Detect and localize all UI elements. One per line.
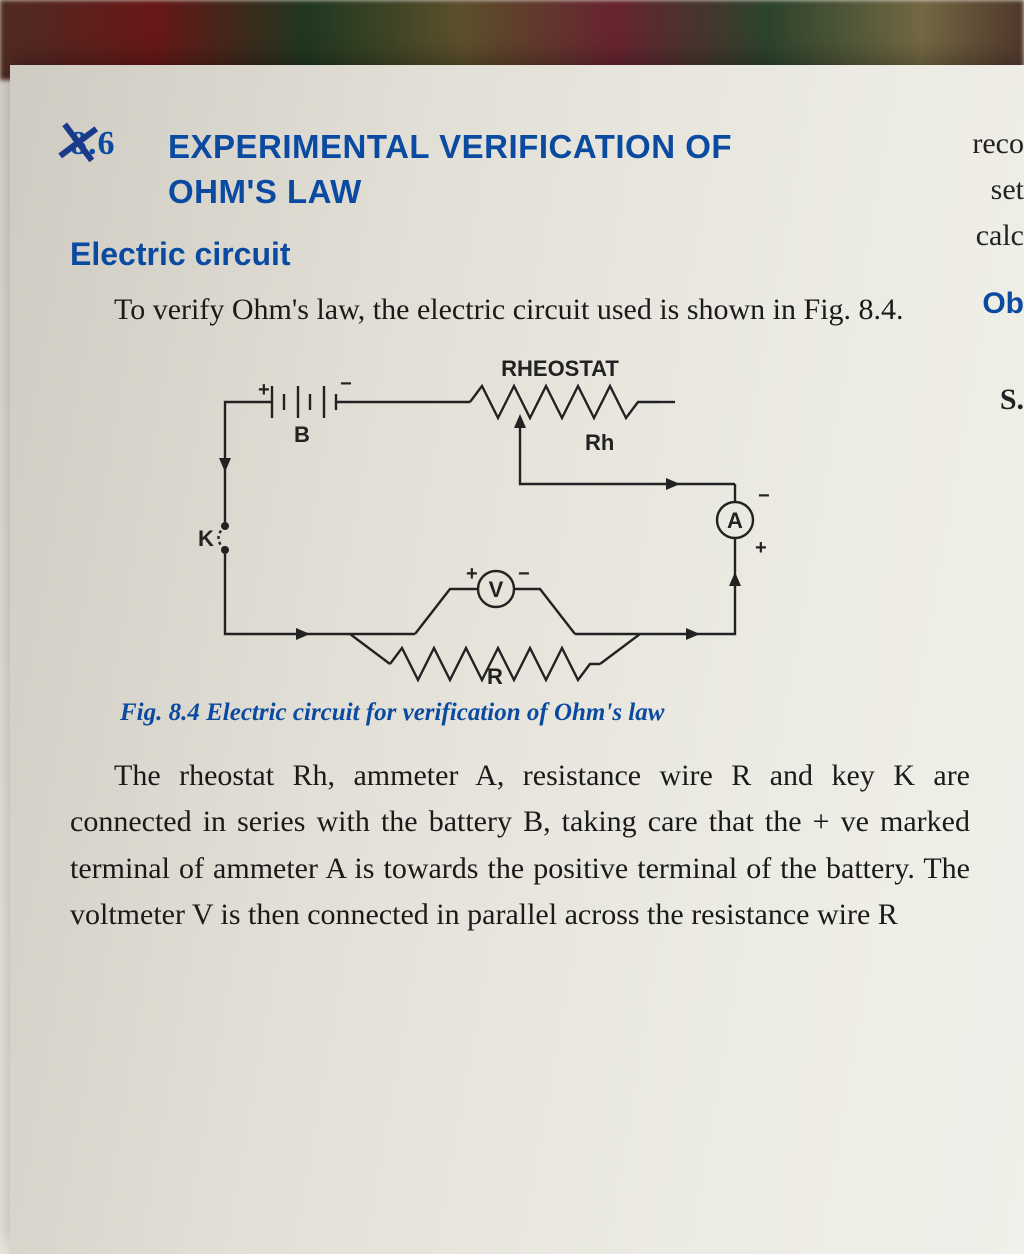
subheading: Electric circuit: [70, 236, 1024, 273]
textbook-page: ✕ 8.6 EXPERIMENTAL VERIFICATION OF OHM'S…: [10, 65, 1024, 1254]
voltmeter-label: V: [489, 577, 504, 602]
rheostat-title-label: RHEOSTAT: [501, 356, 619, 381]
ammeter-minus-label: −: [758, 485, 770, 507]
section-number: 8.6: [70, 125, 116, 162]
cutoff-text: set: [991, 173, 1024, 207]
figure-caption: Fig. 8.4 Electric circuit for verificati…: [120, 699, 1024, 727]
section-header: ✕ 8.6 EXPERIMENTAL VERIFICATION OF OHM'S…: [70, 125, 1024, 214]
ammeter-plus-label: +: [755, 537, 767, 559]
ammeter-label: A: [727, 508, 743, 533]
section-title-line2: OHM'S LAW: [168, 173, 362, 210]
rheostat-label: Rh: [585, 430, 614, 455]
voltmeter-minus-label: −: [518, 563, 530, 585]
battery-plus-label: +: [258, 379, 270, 401]
section-title-line1: EXPERIMENTAL VERIFICATION OF: [168, 128, 732, 165]
cutoff-text: S.: [1000, 383, 1024, 417]
cutoff-text: Ob: [982, 287, 1024, 321]
paragraph-body: The rheostat Rh, ammeter A, resistance w…: [70, 753, 970, 939]
section-number-wrap: ✕ 8.6: [70, 125, 150, 163]
paragraph-intro: To verify Ohm's law, the electric circui…: [70, 287, 940, 334]
section-title: EXPERIMENTAL VERIFICATION OF OHM'S LAW: [168, 125, 732, 214]
circuit-figure: RHEOSTAT + − B Rh: [190, 354, 1024, 689]
voltmeter-plus-label: +: [466, 563, 478, 585]
circuit-svg: RHEOSTAT + − B Rh: [190, 354, 780, 684]
cutoff-text: reco: [972, 127, 1024, 161]
cutoff-text: calc: [976, 219, 1024, 253]
resistor-label-R: R: [487, 664, 503, 684]
battery-minus-label: −: [340, 373, 352, 395]
key-label: K: [198, 526, 214, 551]
battery-label: B: [294, 422, 310, 447]
